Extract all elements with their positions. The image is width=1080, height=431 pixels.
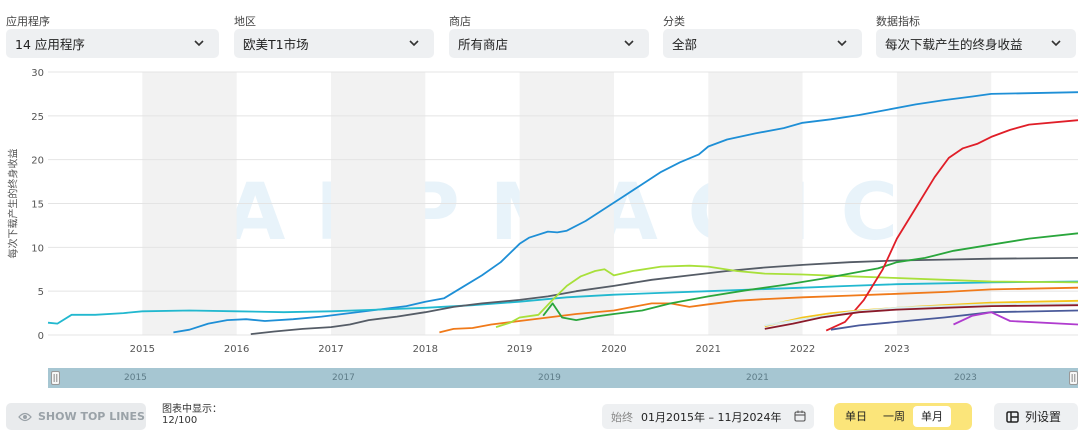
chevron-down-icon [624, 40, 634, 47]
series-line [830, 309, 1079, 331]
eye-icon [18, 412, 32, 421]
series-line [953, 311, 1079, 326]
x-tick-label: 2023 [884, 344, 909, 355]
period-option-week[interactable]: 一周 [883, 410, 905, 423]
navigator-right-handle[interactable]: || [1069, 371, 1078, 385]
chevron-down-icon [194, 40, 204, 47]
column-settings-button[interactable]: 列设置 [994, 403, 1078, 430]
bottom-toolbar: SHOW TOP LINES 图表中显示： 12/100 始终 01月2015年… [0, 398, 1080, 431]
filter-apps-select[interactable]: 14 应用程序 [6, 29, 219, 58]
filter-store-label: 商店 [449, 15, 471, 28]
x-tick-label: 2015 [130, 344, 155, 355]
date-range-value: 01月2015年 – 11月2024年 [641, 410, 782, 424]
series-line [764, 304, 1079, 330]
range-navigator[interactable]: || 2015 2017 2019 2021 2023 || [48, 368, 1078, 388]
x-tick-label: 2019 [507, 344, 532, 355]
x-tick-label: 2018 [413, 344, 438, 355]
x-tick-labels: 2015 2016 2017 2018 2019 2020 2021 2022 2023 [130, 344, 910, 355]
x-tick-label: 2022 [790, 344, 815, 355]
x-tick-label: 2017 [318, 344, 343, 355]
filter-metric-select[interactable]: 每次下载产生的终身收益 [876, 29, 1076, 58]
filter-apps-value: 14 应用程序 [15, 37, 85, 52]
x-tick-label: 2020 [601, 344, 626, 355]
filter-region-value: 欧美T1市场 [243, 37, 309, 52]
filter-store-value: 所有商店 [458, 37, 509, 52]
chevron-down-icon [1051, 40, 1061, 47]
y-tick-label: 0 [38, 331, 44, 342]
filter-region-select[interactable]: 欧美T1市场 [234, 29, 434, 58]
y-tick-label: 30 [31, 68, 44, 79]
date-range-picker[interactable]: 始终 01月2015年 – 11月2024年 [602, 404, 814, 429]
filter-category-value: 全部 [672, 37, 698, 52]
x-tick-label: 2016 [224, 344, 249, 355]
y-tick-label: 10 [31, 243, 44, 254]
x-tick-label: 2021 [696, 344, 721, 355]
shown-in-chart: 图表中显示： 12/100 [162, 404, 222, 426]
series-line [250, 257, 1079, 335]
y-tick-label: 5 [38, 287, 44, 298]
chevron-down-icon [409, 40, 419, 47]
series-line [764, 302, 1079, 327]
calendar-icon [794, 410, 806, 422]
column-settings-label: 列设置 [1025, 410, 1062, 424]
navigator-tick: 2023 [954, 373, 977, 383]
filters-bar: 应用程序 14 应用程序 地区 欧美T1市场 商店 所有商店 分类 全部 数据指… [0, 0, 1080, 62]
filter-region-label: 地区 [234, 15, 256, 28]
show-top-lines-button[interactable]: SHOW TOP LINES [6, 403, 146, 430]
y-tick-label: 15 [31, 200, 44, 211]
line-chart: 0 5 10 15 20 25 30 2015 2016 2017 2018 2019 2020 202… [31, 68, 1079, 355]
navigator-tick: 2015 [124, 373, 147, 383]
navigator-left-handle[interactable]: || [51, 371, 60, 385]
shown-label: 图表中显示： [162, 404, 222, 415]
period-toggle: 单日 一周 单月 [834, 403, 972, 430]
series-line [173, 91, 1079, 334]
navigator-tick: 2019 [538, 373, 561, 383]
filter-apps-label: 应用程序 [6, 15, 50, 28]
series-lines [47, 91, 1079, 335]
shown-count: 12/100 [162, 415, 198, 426]
filter-metric-value: 每次下载产生的终身收益 [885, 37, 1023, 52]
period-option-month[interactable]: 单月 [913, 406, 951, 427]
columns-icon [1006, 410, 1019, 423]
navigator-tick: 2021 [746, 373, 769, 383]
filter-store-select[interactable]: 所有商店 [449, 29, 649, 58]
show-top-lines-label: SHOW TOP LINES [38, 410, 145, 423]
series-line [495, 264, 1079, 328]
grid-lines [48, 71, 1078, 336]
navigator-tick: 2017 [332, 373, 355, 383]
filter-metric-label: 数据指标 [876, 15, 920, 28]
period-option-day[interactable]: 单日 [845, 410, 867, 423]
series-line [542, 232, 1079, 321]
chevron-down-icon [837, 40, 847, 47]
y-tick-labels: 0 5 10 15 20 25 30 [31, 68, 44, 342]
y-tick-label: 25 [31, 112, 44, 123]
y-tick-label: 20 [31, 156, 44, 167]
date-range-label: 始终 [611, 410, 633, 424]
series-line [825, 119, 1079, 332]
filter-category-select[interactable]: 全部 [663, 29, 862, 58]
filter-category-label: 分类 [663, 15, 685, 28]
